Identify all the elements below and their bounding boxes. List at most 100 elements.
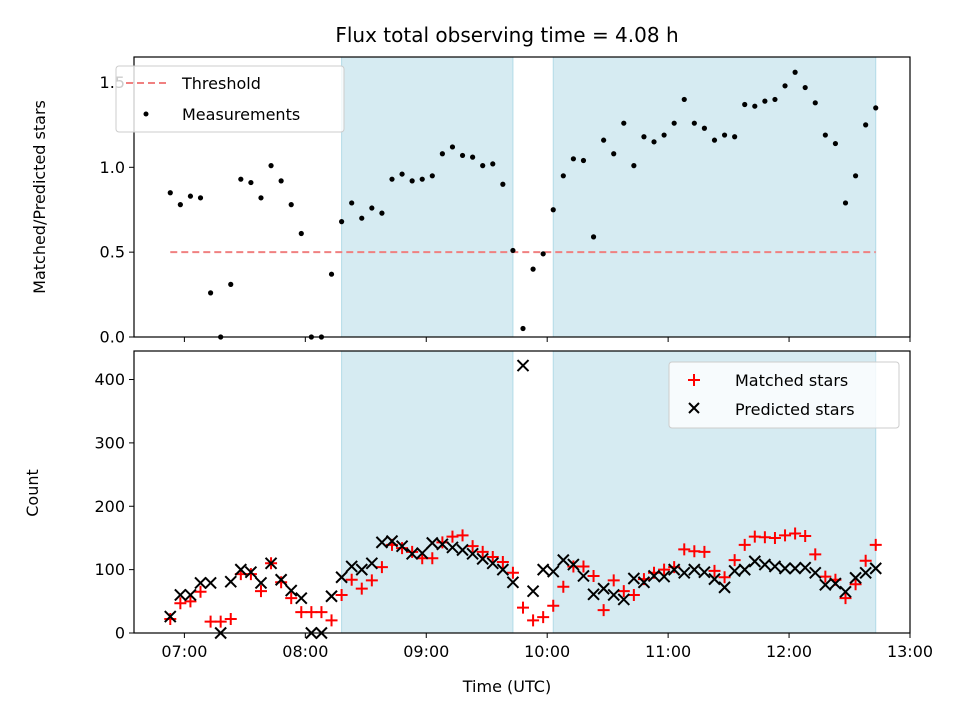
measurement-point <box>288 202 294 208</box>
predicted-star-point <box>708 572 721 586</box>
bottom-x-tick-label: 13:00 <box>887 642 933 661</box>
measurement-point <box>510 247 516 254</box>
matched-star-point <box>184 595 197 608</box>
measurement-point <box>611 151 617 157</box>
predicted-star-point <box>526 584 540 598</box>
measurement-point <box>711 137 718 143</box>
top-legend-frame <box>115 65 345 133</box>
legend-predicted-label: Predicted stars <box>735 400 855 419</box>
matched-star-point <box>728 554 741 567</box>
predicted-star-point <box>375 536 389 549</box>
measurement-point <box>580 157 587 164</box>
predicted-star-point <box>345 560 358 573</box>
measurement-point <box>530 266 536 272</box>
matched-star-point <box>809 548 822 561</box>
measurement-point <box>540 251 546 257</box>
measurement-point <box>721 132 728 138</box>
predicted-star-point <box>456 543 469 557</box>
measurement-point <box>842 200 849 206</box>
measurement-point <box>812 100 818 106</box>
chart-title: Flux total observing time = 4.08 h <box>335 23 678 47</box>
predicted-star-point <box>667 563 681 576</box>
predicted-star-point <box>446 541 459 554</box>
bottom-x-tick-label: 09:00 <box>403 642 449 661</box>
top-y-tick-label: 0.0 <box>100 328 125 347</box>
predicted-star-point <box>476 552 489 566</box>
predicted-star-point <box>869 562 882 575</box>
matched-star-point <box>204 615 217 628</box>
matched-star-point <box>819 570 832 583</box>
matched-star-point <box>627 588 640 601</box>
legend-threshold-label: Threshold <box>181 74 261 93</box>
matched-star-point <box>668 561 681 574</box>
predicted-star-point <box>617 593 630 606</box>
measurement-point <box>792 69 798 75</box>
top-shaded-interval <box>341 56 514 338</box>
matched-star-point <box>496 556 509 569</box>
measurement-point <box>520 325 526 332</box>
matched-star-point <box>517 601 530 614</box>
matched-star-point <box>436 536 449 549</box>
measurement-point <box>470 154 476 160</box>
predicted-star-point <box>466 547 479 560</box>
measurement-point <box>238 176 244 182</box>
matched-star-point <box>587 569 600 582</box>
matched-star-point <box>375 561 388 574</box>
measurement-point <box>419 176 425 182</box>
bottom-x-tick-label: 08:00 <box>282 642 328 661</box>
predicted-star-point <box>486 557 499 570</box>
predicted-star-point <box>244 565 258 579</box>
predicted-star-point <box>426 536 439 550</box>
measurement-point <box>349 200 355 206</box>
predicted-star-point <box>547 565 560 578</box>
measurement-point <box>822 132 828 138</box>
predicted-star-point <box>234 563 248 576</box>
top-y-tick-label: 0.5 <box>100 243 125 262</box>
predicted-star-point <box>385 534 399 548</box>
measurement-point <box>691 120 697 126</box>
matched-star-point <box>406 545 419 558</box>
predicted-star-point <box>627 572 641 585</box>
predicted-star-point <box>849 571 862 585</box>
predicted-star-point <box>678 566 691 580</box>
matched-star-point <box>849 578 862 591</box>
matched-star-point <box>617 585 630 598</box>
matched-star-point <box>567 560 580 573</box>
matched-star-point <box>688 545 701 558</box>
predicted-star-point <box>688 563 701 576</box>
measurement-point <box>621 120 627 126</box>
top-panel: 0.00.51.01.5 <box>100 56 911 347</box>
matched-star-point <box>456 529 469 542</box>
predicted-star-point <box>285 584 298 597</box>
matched-star-point <box>335 588 348 601</box>
matched-star-point <box>718 571 731 584</box>
predicted-star-point <box>738 563 751 576</box>
measurement-point <box>590 234 597 240</box>
measurement-point <box>752 103 758 109</box>
predicted-star-point <box>516 359 530 372</box>
matched-star-point <box>597 604 610 617</box>
predicted-star-point <box>718 581 731 594</box>
matched-star-point <box>355 582 368 595</box>
measurement-point <box>389 176 395 182</box>
bottom-x-tick-label: 10:00 <box>524 642 570 661</box>
predicted-star-point <box>496 563 510 576</box>
matched-star-point <box>365 574 378 587</box>
predicted-star-point <box>536 563 550 576</box>
legend-predicted-swatch <box>688 402 700 414</box>
bottom-legend: Matched stars Predicted stars <box>668 361 900 429</box>
matched-star-point <box>254 585 267 598</box>
measurement-point <box>187 193 194 199</box>
matched-star-point <box>506 566 519 579</box>
matched-star-point <box>839 592 852 605</box>
measurement-point <box>328 271 335 277</box>
matched-star-point <box>275 576 288 589</box>
measurement-point <box>339 219 345 225</box>
predicted-star-point <box>768 560 782 573</box>
bottom-legend-frame <box>668 361 900 429</box>
predicted-star-point <box>194 576 207 590</box>
predicted-star-point <box>416 546 429 560</box>
legend-measurements-label: Measurements <box>182 105 300 124</box>
predicted-star-point <box>657 570 671 583</box>
matched-star-point <box>607 574 620 587</box>
